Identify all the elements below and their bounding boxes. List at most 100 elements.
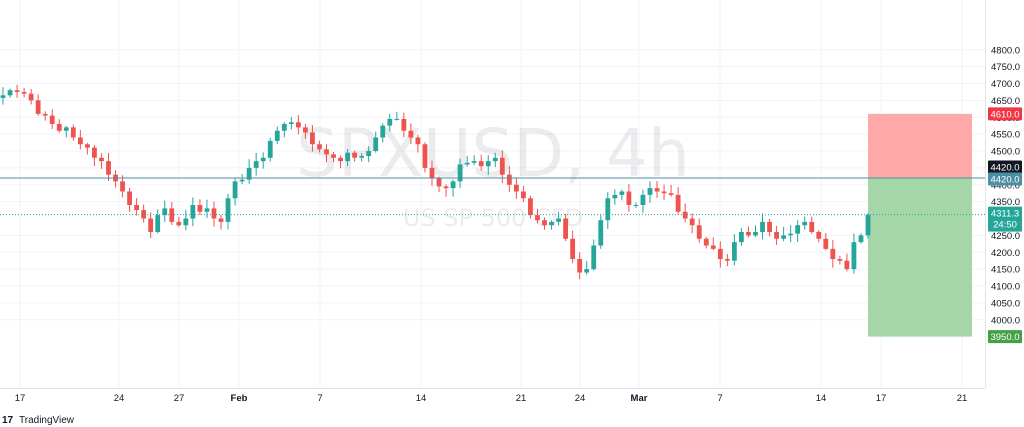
candle-body (183, 218, 189, 226)
price-tick-label: 4050.0 (991, 298, 1020, 309)
candle-body (422, 144, 428, 168)
candle-body (162, 208, 168, 216)
candle-body (415, 137, 421, 145)
candle-body (401, 118, 407, 131)
candle-body (14, 90, 20, 92)
candle-body (134, 205, 140, 211)
candle-body (633, 205, 639, 206)
candle-body (823, 238, 829, 249)
candle-body (675, 194, 681, 212)
price-tick-label: 4750.0 (991, 62, 1020, 73)
candle-body (429, 167, 435, 178)
time-axis[interactable]: 17 24 27 Feb 7 14 21 24 Mar 7 14 17 21 (15, 393, 968, 404)
candle-body (288, 122, 294, 124)
candle-body (654, 188, 660, 192)
candle-body (218, 218, 224, 222)
candle-body (795, 225, 801, 234)
candle-body (155, 215, 161, 232)
stop-loss-zone[interactable] (868, 113, 972, 178)
price-tick-label: 4100.0 (991, 282, 1020, 293)
candle-body (239, 179, 245, 182)
candle-body (499, 157, 505, 175)
candle-body (345, 152, 350, 162)
candle-body (21, 91, 27, 94)
time-tick-label: Mar (631, 393, 648, 404)
candle-body (211, 208, 217, 219)
time-tick-label: 21 (516, 393, 527, 404)
time-tick-label: 27 (174, 393, 185, 404)
candle-body (647, 188, 653, 195)
candle-body (450, 181, 456, 189)
price-tick-label: 4150.0 (991, 265, 1020, 276)
candle-body (619, 191, 625, 195)
candle-body (70, 127, 76, 138)
candle-body (851, 242, 857, 270)
candle-body (865, 214, 871, 236)
candle-body (267, 140, 273, 158)
price-axis[interactable]: 4800.04750.04700.04650.04600.04550.04500… (991, 45, 1020, 326)
candle-body (324, 149, 329, 155)
candle-body (570, 238, 576, 259)
candle-body (717, 248, 723, 259)
candle-body (858, 235, 864, 243)
candle-body (802, 221, 808, 226)
candle-body (42, 113, 48, 116)
candle-body (394, 118, 400, 120)
candle-body (535, 215, 540, 221)
candle-body (197, 205, 203, 212)
candle-body (302, 127, 308, 133)
candle-body (788, 233, 794, 236)
take-profit-zone[interactable] (868, 178, 972, 337)
candle-body (443, 186, 449, 189)
candle-body (760, 221, 765, 232)
candle-body (106, 161, 111, 175)
tradingview-logo[interactable]: 17 TradingView (2, 415, 75, 426)
candle-body (521, 191, 526, 199)
target-price-label: 3950.0 (990, 332, 1019, 343)
price-tick-label: 4000.0 (991, 315, 1020, 326)
candle-body (35, 100, 41, 114)
entry-price-tag: 4420.0 (988, 160, 1022, 174)
candle-body (359, 156, 365, 158)
bar-countdown-label: 24:50 (993, 220, 1017, 231)
candle-body (478, 161, 484, 167)
time-tick-label: 7 (317, 393, 322, 404)
candle-body (513, 184, 519, 192)
stop-price-tag: 4610.0 (988, 107, 1022, 121)
candle-body (408, 130, 414, 138)
price-tick-label: 4350.0 (991, 197, 1020, 208)
candle-body (77, 137, 83, 145)
candle-body (492, 157, 498, 162)
candle-body (556, 218, 561, 222)
candle-body (724, 259, 730, 261)
candle-body (190, 205, 196, 219)
candle-body (120, 181, 125, 192)
candle-body (612, 194, 618, 199)
candle-body (471, 161, 477, 163)
candle-body (457, 164, 463, 182)
candle-body (225, 198, 231, 222)
candle-body (253, 161, 259, 168)
target-price-tag: 3950.0 (988, 330, 1022, 344)
candle-body (605, 198, 611, 221)
long-position-tool[interactable] (868, 113, 972, 337)
candle-body (837, 259, 843, 261)
candle-body (591, 245, 597, 270)
candle-body (506, 174, 512, 185)
candle-body (366, 151, 372, 157)
candle-body (373, 137, 379, 151)
candle-body (127, 191, 132, 205)
candle-body (809, 221, 815, 232)
candle-body (563, 218, 569, 239)
candle-body (844, 260, 850, 270)
candle-body (49, 115, 55, 124)
candle-body (696, 225, 702, 239)
last-price-label: 4311.3 (991, 209, 1019, 220)
time-tick-label: 14 (816, 393, 827, 404)
candle-body (317, 144, 322, 150)
candle-body (626, 191, 632, 205)
candle-body (682, 211, 688, 219)
candle-body (774, 232, 779, 239)
